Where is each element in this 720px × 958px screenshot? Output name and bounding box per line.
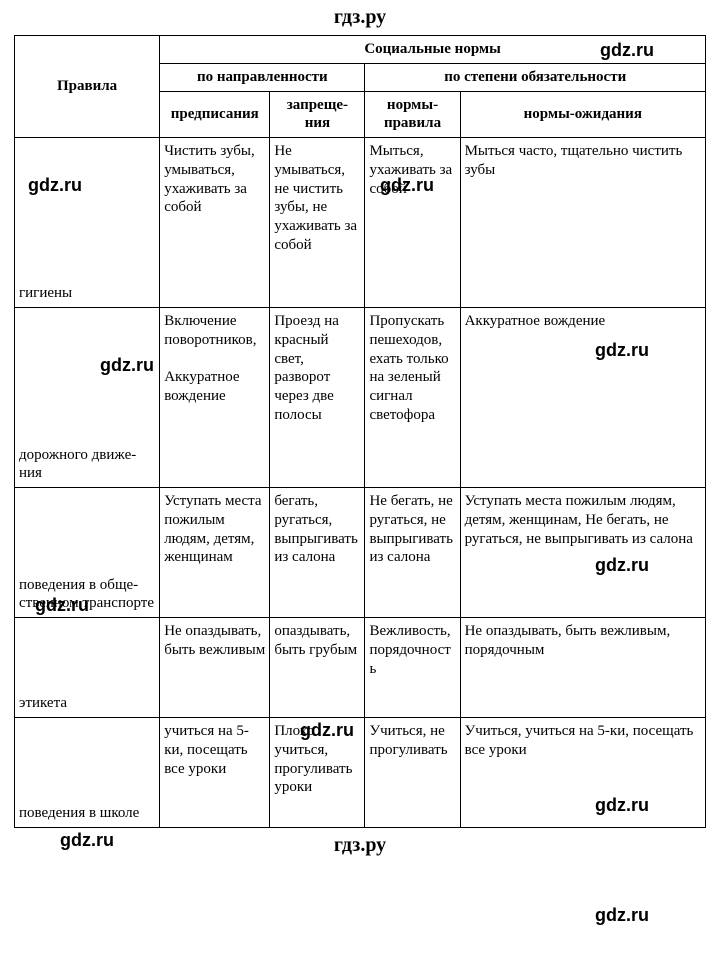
table-row: дорожного движе-нияВключение поворотнико… <box>15 308 706 488</box>
th-prescriptions: предписания <box>160 91 270 138</box>
cell-norm-rules: Вежливость, порядочность <box>365 618 460 718</box>
cell-prescriptions: Чистить зубы, умываться, ухаживать за со… <box>160 138 270 308</box>
cell-prohibitions: Не умываться, не чистить зубы, не ухажив… <box>270 138 365 308</box>
th-social-norms: Социальные нормы <box>160 36 706 64</box>
th-rules: Правила <box>15 36 160 138</box>
table-row: поведения в школеучиться на 5-ки, посеща… <box>15 718 706 828</box>
cell-prescriptions: учиться на 5-ки, посещать все уроки <box>160 718 270 828</box>
cell-norm-expectations: Учиться, учиться на 5-ки, посещать все у… <box>460 718 705 828</box>
cell-rule-label: поведения в обще-ственном транспорте <box>15 488 160 618</box>
cell-prohibitions: Плохо учиться, прогуливать уроки <box>270 718 365 828</box>
cell-norm-rules: Пропускать пешеходов, ехать только на зе… <box>365 308 460 488</box>
table-row: этикетаНе опаздывать, быть вежливымопазд… <box>15 618 706 718</box>
cell-norm-rules: Мыться, ухаживать за собой <box>365 138 460 308</box>
cell-prescriptions: Включение поворотников,Аккуратное вожден… <box>160 308 270 488</box>
brand-bottom: гдз.ру <box>0 828 720 863</box>
cell-rule-label: дорожного движе-ния <box>15 308 160 488</box>
cell-prohibitions: бегать, ругаться, выпрыгивать из салона <box>270 488 365 618</box>
cell-rule-label: этикета <box>15 618 160 718</box>
cell-prescriptions: Не опаздывать, быть вежливым <box>160 618 270 718</box>
th-by-obligation: по степени обязательности <box>365 63 706 91</box>
cell-norm-expectations: Не опаздывать, быть вежливым, порядочным <box>460 618 705 718</box>
cell-prescriptions: Уступать места пожилым людям, детям, жен… <box>160 488 270 618</box>
th-by-direction: по направленности <box>160 63 365 91</box>
table-container: Правила Социальные нормы по направленнос… <box>0 35 720 828</box>
table-row: поведения в обще-ственном транспортеУсту… <box>15 488 706 618</box>
th-prohibitions: запреще-ния <box>270 91 365 138</box>
th-norm-expectations: нормы-ожидания <box>460 91 705 138</box>
th-norm-rules: нормы-правила <box>365 91 460 138</box>
cell-rule-label: поведения в школе <box>15 718 160 828</box>
brand-top: гдз.ру <box>0 0 720 35</box>
cell-norm-rules: Не бегать, не ругаться, не выпрыгивать и… <box>365 488 460 618</box>
cell-norm-rules: Учиться, не прогуливать <box>365 718 460 828</box>
watermark: gdz.ru <box>595 905 649 926</box>
cell-norm-expectations: Аккуратное вождение <box>460 308 705 488</box>
cell-rule-label: гигиены <box>15 138 160 308</box>
social-norms-table: Правила Социальные нормы по направленнос… <box>14 35 706 828</box>
table-row: гигиеныЧистить зубы, умываться, ухаживат… <box>15 138 706 308</box>
table-body: гигиеныЧистить зубы, умываться, ухаживат… <box>15 138 706 828</box>
cell-norm-expectations: Мыться часто, тщательно чистить зубы <box>460 138 705 308</box>
cell-norm-expectations: Уступать места пожилым людям, детям, жен… <box>460 488 705 618</box>
cell-prohibitions: Проезд на красный свет, разворот через д… <box>270 308 365 488</box>
page: гдз.ру Правила Социальные нормы по напра… <box>0 0 720 958</box>
cell-prohibitions: опаздывать, быть грубым <box>270 618 365 718</box>
